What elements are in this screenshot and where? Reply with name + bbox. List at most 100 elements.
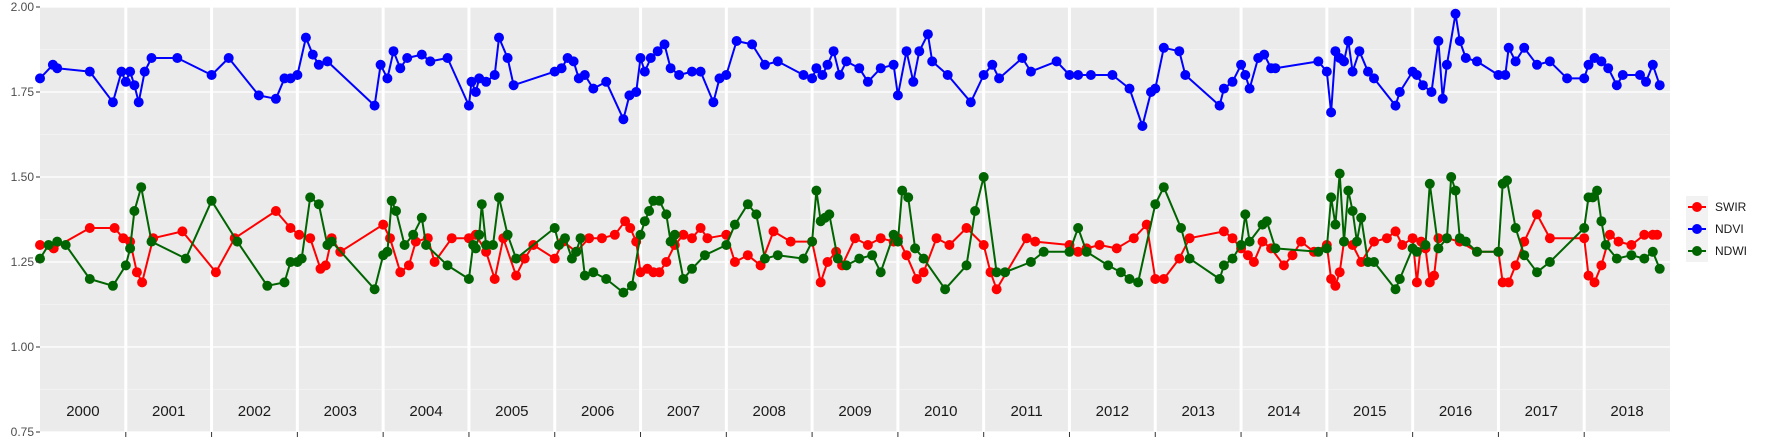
data-point-swir xyxy=(1589,277,1600,288)
data-point-swir xyxy=(918,267,929,278)
data-point-ndvi xyxy=(1394,87,1405,97)
data-point-ndwi xyxy=(571,246,582,257)
data-point-swir xyxy=(137,277,148,288)
data-point-ndvi xyxy=(1603,63,1614,74)
data-point-ndvi xyxy=(687,66,697,77)
data-point-ndvi xyxy=(601,76,612,87)
data-point-ndwi xyxy=(1460,236,1471,247)
data-point-ndwi xyxy=(626,280,637,291)
data-point-swir xyxy=(489,274,500,284)
data-point-ndvi xyxy=(1437,93,1448,104)
data-point-ndvi xyxy=(1472,56,1482,67)
data-point-swir xyxy=(625,223,636,233)
data-point-ndwi xyxy=(180,253,191,264)
data-point-ndvi xyxy=(116,66,127,77)
data-point-ndwi xyxy=(474,229,485,240)
data-point-ndwi xyxy=(1339,236,1349,247)
data-point-ndwi xyxy=(910,243,921,254)
data-point-ndvi xyxy=(1051,56,1062,67)
data-point-swir xyxy=(210,267,221,278)
data-point-ndvi xyxy=(1433,36,1444,46)
data-point-swir xyxy=(1381,233,1392,244)
data-point-ndvi xyxy=(568,56,579,67)
data-point-ndwi xyxy=(463,274,474,284)
data-point-swir xyxy=(695,223,706,233)
data-point-ndwi xyxy=(1321,243,1332,254)
data-point-ndvi xyxy=(978,70,989,80)
data-point-ndwi xyxy=(476,199,487,210)
data-point-ndvi xyxy=(1017,53,1028,63)
data-point-swir xyxy=(84,223,95,233)
data-point-ndvi xyxy=(1313,56,1324,67)
y-tick-label: 2.00 xyxy=(11,0,35,14)
data-point-ndwi xyxy=(52,236,63,247)
data-point-swir xyxy=(429,257,440,267)
data-point-ndwi xyxy=(832,253,843,264)
data-point-swir xyxy=(961,223,972,233)
data-point-ndvi xyxy=(1417,80,1428,91)
data-point-ndwi xyxy=(129,206,140,216)
data-point-ndvi xyxy=(52,63,63,74)
data-point-swir xyxy=(1334,267,1345,278)
data-point-ndwi xyxy=(742,199,753,210)
data-point-swir xyxy=(1397,240,1408,250)
data-point-swir xyxy=(1369,236,1379,247)
data-point-ndwi xyxy=(1356,212,1367,223)
data-point-ndwi xyxy=(678,274,689,284)
year-label: 2001 xyxy=(152,403,185,420)
data-point-ndvi xyxy=(1363,66,1373,77)
data-point-ndvi xyxy=(425,56,436,67)
year-label: 2002 xyxy=(238,403,271,420)
data-point-swir xyxy=(1141,219,1152,230)
data-point-swir xyxy=(944,240,955,250)
data-point-swir xyxy=(1411,277,1422,288)
data-point-ndwi xyxy=(1390,284,1401,295)
data-point-ndwi xyxy=(772,250,783,261)
data-point-ndwi xyxy=(369,284,380,295)
data-point-ndwi xyxy=(136,182,147,193)
data-point-ndvi xyxy=(84,66,95,77)
data-point-ndvi xyxy=(908,76,919,87)
data-point-ndwi xyxy=(1450,185,1461,196)
data-point-swir xyxy=(1390,226,1401,237)
data-point-ndwi xyxy=(1184,253,1195,264)
data-point-swir xyxy=(1330,280,1341,291)
data-point-swir xyxy=(850,233,860,244)
data-point-ndwi xyxy=(1394,274,1405,284)
data-point-swir xyxy=(1184,233,1195,244)
data-point-ndwi xyxy=(488,240,498,250)
data-point-ndwi xyxy=(875,267,886,278)
data-point-ndvi xyxy=(1085,70,1096,80)
data-point-ndvi xyxy=(1450,8,1461,19)
data-point-swir xyxy=(285,223,296,233)
data-point-ndvi xyxy=(1214,100,1225,111)
data-point-ndwi xyxy=(1000,267,1011,278)
data-point-ndvi xyxy=(35,73,45,84)
data-point-ndwi xyxy=(1639,253,1650,264)
data-point-ndwi xyxy=(494,192,504,203)
data-point-swir xyxy=(270,206,281,216)
data-point-ndvi xyxy=(395,63,406,74)
data-point-ndwi xyxy=(1330,219,1341,230)
data-point-ndvi xyxy=(1158,42,1169,53)
data-point-ndwi xyxy=(262,280,273,291)
data-point-ndwi xyxy=(729,219,740,230)
data-point-swir xyxy=(1248,257,1259,267)
data-point-ndwi xyxy=(1654,263,1665,274)
data-point-swir xyxy=(1604,229,1615,240)
data-point-ndwi xyxy=(481,240,492,250)
data-point-ndwi xyxy=(1347,206,1358,216)
data-point-ndvi xyxy=(1150,83,1161,94)
data-point-ndvi xyxy=(822,59,833,70)
data-point-ndvi xyxy=(1510,56,1521,67)
data-point-ndwi xyxy=(1343,185,1354,196)
data-point-ndwi xyxy=(1270,243,1281,254)
data-point-ndvi xyxy=(708,97,719,108)
data-point-swir xyxy=(1503,277,1514,288)
data-point-ndwi xyxy=(1472,246,1482,257)
data-point-swir xyxy=(1429,270,1440,281)
data-point-ndvi xyxy=(466,76,477,87)
data-point-swir xyxy=(1278,260,1289,271)
data-point-ndvi xyxy=(579,70,590,80)
data-point-ndwi xyxy=(502,229,513,240)
